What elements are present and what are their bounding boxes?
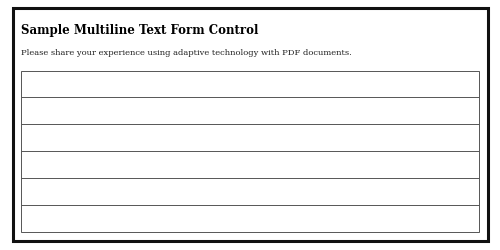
Text: Please share your experience using adaptive technology with PDF documents.: Please share your experience using adapt… xyxy=(21,49,352,57)
Text: Sample Multiline Text Form Control: Sample Multiline Text Form Control xyxy=(21,24,258,37)
Bar xyxy=(21,71,479,232)
